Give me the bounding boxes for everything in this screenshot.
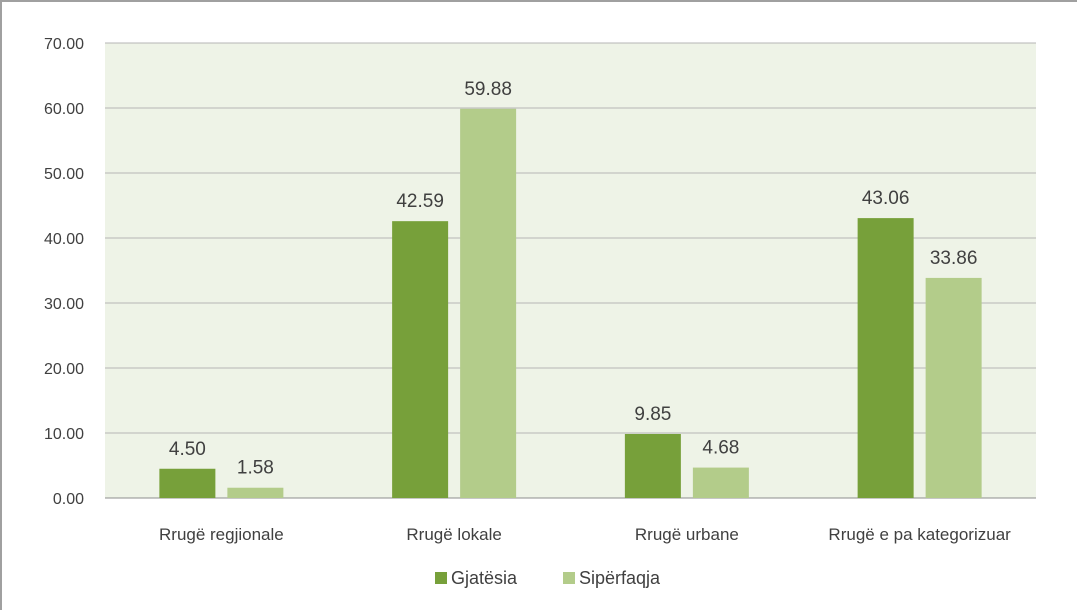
data-labels: 4.50 1.58 42.59 59.88 9.85 4.68 43.06 33.86 (169, 79, 978, 479)
x-axis-categories: Rrugë regjionale Rrugë lokale Rrugë urbane… (159, 525, 1011, 544)
bar (624, 433, 681, 498)
y-tick-label: 20.00 (44, 361, 84, 378)
y-tick-label: 50.00 (44, 166, 84, 183)
category-label: Rrugë lokale (406, 525, 501, 544)
category-label: Rrugë e pa kategorizuar (828, 525, 1011, 544)
data-label: 4.68 (702, 438, 739, 459)
legend-swatch (563, 572, 575, 584)
data-label: 1.58 (237, 458, 274, 479)
bar (227, 487, 284, 498)
legend: Gjatësia Sipërfaqja (435, 568, 661, 588)
bar (460, 108, 517, 498)
y-tick-label: 30.00 (44, 296, 84, 313)
data-label: 4.50 (169, 439, 206, 460)
bar (692, 467, 749, 498)
bar (925, 277, 982, 498)
bar (159, 468, 216, 498)
y-tick-label: 60.00 (44, 101, 84, 118)
data-label: 42.59 (396, 191, 444, 212)
y-tick-label: 0.00 (53, 491, 84, 508)
y-axis-ticks: 0.00 10.00 20.00 30.00 40.00 50.00 60.00 70.00 (44, 36, 84, 508)
category-label: Rrugë regjionale (159, 525, 284, 544)
data-label: 43.06 (862, 188, 910, 209)
bar (857, 218, 914, 499)
legend-label: Sipërfaqja (579, 568, 661, 588)
bars (159, 108, 982, 499)
data-label: 9.85 (634, 404, 671, 425)
y-tick-label: 70.00 (44, 36, 84, 53)
legend-swatch (435, 572, 447, 584)
y-tick-label: 40.00 (44, 231, 84, 248)
data-label: 59.88 (464, 79, 512, 100)
bar (392, 221, 449, 499)
y-tick-label: 10.00 (44, 426, 84, 443)
legend-label: Gjatësia (451, 568, 518, 588)
data-label: 33.86 (930, 248, 978, 269)
category-label: Rrugë urbane (635, 525, 739, 544)
